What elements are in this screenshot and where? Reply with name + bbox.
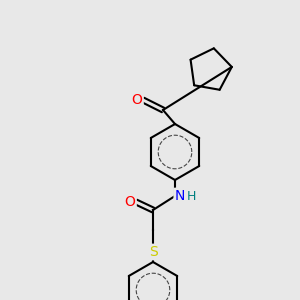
- Text: O: O: [124, 195, 135, 209]
- Text: O: O: [132, 93, 142, 107]
- Text: S: S: [148, 245, 158, 259]
- Text: N: N: [175, 189, 185, 203]
- Text: H: H: [186, 190, 196, 202]
